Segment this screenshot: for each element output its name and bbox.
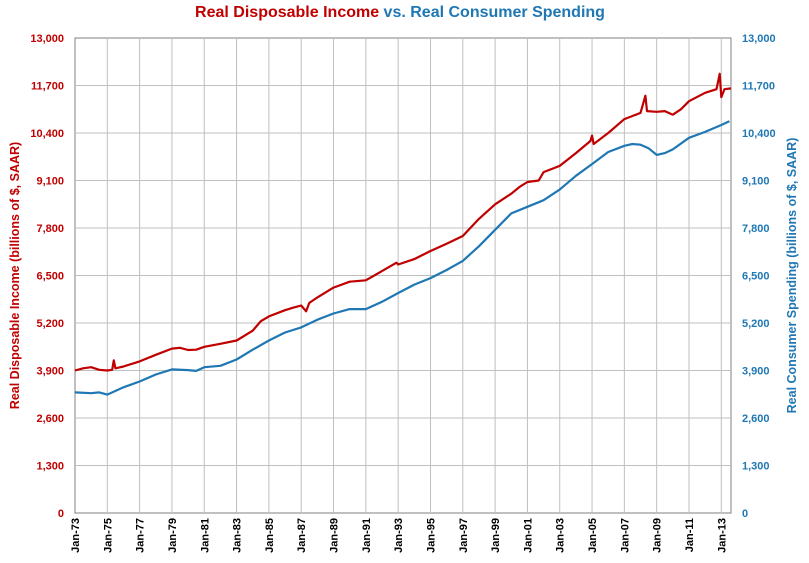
left-tick-label: 7,800 xyxy=(36,223,64,235)
right-tick-label: 2,600 xyxy=(742,413,770,425)
left-tick-label: 0 xyxy=(58,508,64,520)
left-tick-label: 2,600 xyxy=(36,413,64,425)
x-tick-label: Jan-97 xyxy=(458,518,470,553)
right-axis: 0 1,300 2,600 3,900 5,200 6,500 7,800 9,100 10,4… xyxy=(742,33,776,520)
right-tick-label: 0 xyxy=(742,508,748,520)
x-tick-label: Jan-81 xyxy=(199,518,211,553)
x-tick-label: Jan-09 xyxy=(652,518,664,553)
left-tick-label: 9,100 xyxy=(36,176,64,188)
left-axis: 0 1,300 2,600 3,900 5,200 6,500 7,800 9,100 10,4… xyxy=(30,33,64,520)
x-tick-label: Jan-03 xyxy=(555,518,567,553)
x-tick-label: Jan-93 xyxy=(393,518,405,553)
x-axis: Jan-73 Jan-75 Jan-77 Jan-79 Jan-81 Jan-83 Jan-… xyxy=(70,518,728,553)
x-tick-label: Jan-89 xyxy=(329,518,341,553)
right-tick-label: 10,400 xyxy=(742,128,776,140)
y-axis-title-left: Real Disposable Income (billions of $, S… xyxy=(8,142,22,409)
x-tick-label: Jan-83 xyxy=(232,518,244,553)
x-tick-label: Jan-75 xyxy=(102,518,114,553)
y-axis-title-right: Real Consumer Spending (billions of $, S… xyxy=(785,138,799,414)
left-tick-label: 13,000 xyxy=(30,33,64,45)
left-tick-label: 3,900 xyxy=(36,366,64,378)
title-part-vs: vs. xyxy=(379,4,410,21)
x-tick-label: Jan-11 xyxy=(684,518,696,552)
right-tick-label: 9,100 xyxy=(742,176,770,188)
right-tick-label: 13,000 xyxy=(742,33,776,45)
left-tick-label: 5,200 xyxy=(36,318,64,330)
right-tick-label: 1,300 xyxy=(742,461,770,473)
right-tick-label: 5,200 xyxy=(742,318,770,330)
right-tick-label: 6,500 xyxy=(742,271,770,283)
title-part-income: Real Disposable Income xyxy=(195,4,379,21)
x-tick-label: Jan-79 xyxy=(167,518,179,553)
x-tick-label: Jan-01 xyxy=(522,518,534,553)
right-tick-label: 11,700 xyxy=(742,81,775,93)
x-tick-label: Jan-73 xyxy=(70,518,82,553)
x-tick-label: Jan-91 xyxy=(361,518,373,553)
title-part-spending: Real Consumer Spending xyxy=(410,4,605,21)
grid xyxy=(75,38,731,513)
right-tick-label: 7,800 xyxy=(742,223,770,235)
left-tick-label: 11,700 xyxy=(31,81,64,93)
x-tick-label: Jan-05 xyxy=(587,518,599,553)
x-tick-label: Jan-13 xyxy=(716,518,728,553)
chart-title: Real Disposable Income vs. Real Consumer… xyxy=(195,4,605,21)
x-tick-label: Jan-95 xyxy=(425,518,437,553)
x-tick-label: Jan-87 xyxy=(296,518,308,553)
right-tick-label: 3,900 xyxy=(742,366,770,378)
x-tick-label: Jan-77 xyxy=(135,518,147,553)
x-tick-label: Jan-85 xyxy=(264,518,276,553)
left-tick-label: 1,300 xyxy=(36,461,64,473)
series-layer xyxy=(74,72,732,396)
series-line-left xyxy=(74,72,732,372)
left-tick-label: 10,400 xyxy=(30,128,64,140)
series-line-right xyxy=(74,120,730,396)
x-tick-label: Jan-99 xyxy=(490,518,502,553)
x-tick-label: Jan-07 xyxy=(619,518,631,553)
left-tick-label: 6,500 xyxy=(36,271,64,283)
